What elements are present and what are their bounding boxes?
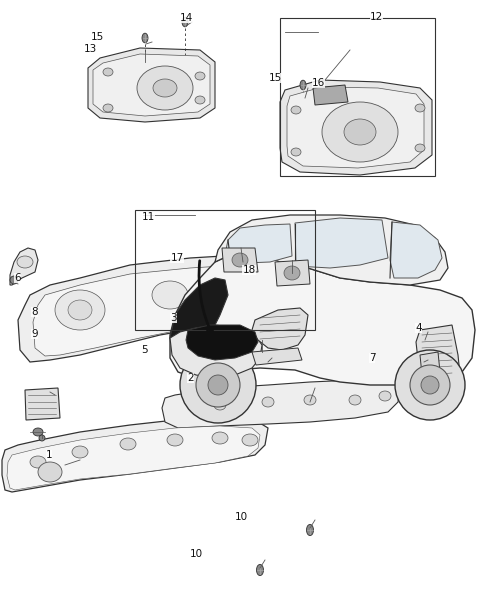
Polygon shape [420, 352, 440, 375]
Text: 12: 12 [370, 12, 383, 22]
Ellipse shape [120, 438, 136, 450]
Ellipse shape [284, 266, 300, 280]
Polygon shape [2, 418, 268, 492]
Polygon shape [162, 380, 400, 428]
Ellipse shape [212, 432, 228, 444]
Ellipse shape [103, 68, 113, 76]
Polygon shape [280, 80, 432, 175]
Text: 1: 1 [46, 450, 52, 459]
Ellipse shape [304, 395, 316, 405]
Text: 7: 7 [369, 353, 375, 363]
Polygon shape [313, 85, 348, 105]
Ellipse shape [232, 253, 248, 267]
Ellipse shape [153, 79, 177, 97]
Polygon shape [222, 248, 258, 272]
Text: 14: 14 [180, 13, 193, 23]
Ellipse shape [240, 270, 270, 294]
Polygon shape [390, 222, 442, 278]
Ellipse shape [17, 256, 33, 268]
Ellipse shape [242, 434, 258, 446]
Ellipse shape [291, 106, 301, 114]
Text: 3: 3 [170, 313, 177, 323]
Ellipse shape [379, 391, 391, 401]
Polygon shape [186, 325, 258, 360]
Polygon shape [170, 252, 475, 385]
Ellipse shape [421, 376, 439, 394]
Ellipse shape [137, 66, 193, 110]
Polygon shape [33, 263, 318, 356]
Ellipse shape [415, 104, 425, 112]
Ellipse shape [38, 462, 62, 482]
Text: 8: 8 [31, 307, 38, 317]
Ellipse shape [344, 119, 376, 145]
Ellipse shape [72, 446, 88, 458]
Text: 18: 18 [242, 265, 256, 275]
Ellipse shape [180, 347, 256, 423]
Ellipse shape [55, 290, 105, 330]
Bar [280, 18, 435, 176]
Ellipse shape [208, 375, 228, 395]
Polygon shape [252, 348, 302, 365]
Polygon shape [25, 388, 60, 420]
Polygon shape [93, 54, 210, 116]
Text: 10: 10 [235, 512, 248, 521]
Text: 10: 10 [190, 549, 203, 559]
Text: 17: 17 [170, 253, 184, 262]
Ellipse shape [291, 148, 301, 156]
Polygon shape [7, 426, 260, 490]
Ellipse shape [196, 363, 240, 407]
Ellipse shape [39, 435, 45, 441]
Text: 6: 6 [14, 273, 21, 283]
Text: 13: 13 [84, 45, 97, 54]
Ellipse shape [195, 96, 205, 104]
Ellipse shape [142, 33, 148, 43]
Ellipse shape [68, 300, 92, 320]
Ellipse shape [300, 80, 306, 90]
Ellipse shape [307, 524, 313, 536]
Polygon shape [287, 87, 424, 168]
Polygon shape [275, 260, 310, 286]
Polygon shape [215, 215, 448, 285]
Ellipse shape [415, 144, 425, 152]
Ellipse shape [167, 434, 183, 446]
Bar [135, 210, 315, 330]
Ellipse shape [256, 565, 264, 576]
Ellipse shape [262, 397, 274, 407]
Polygon shape [295, 218, 388, 268]
Ellipse shape [410, 365, 450, 405]
Text: 9: 9 [31, 329, 38, 339]
Polygon shape [10, 248, 38, 285]
Ellipse shape [195, 72, 205, 80]
Ellipse shape [103, 104, 113, 112]
Polygon shape [225, 224, 292, 263]
Polygon shape [170, 325, 262, 378]
Polygon shape [88, 48, 215, 122]
Text: 5: 5 [142, 346, 148, 355]
Text: 15: 15 [269, 73, 282, 83]
Ellipse shape [214, 400, 226, 410]
Polygon shape [170, 278, 228, 360]
Text: 2: 2 [187, 373, 194, 383]
Polygon shape [416, 325, 460, 380]
Ellipse shape [10, 276, 18, 284]
Ellipse shape [33, 428, 43, 436]
Text: 4: 4 [415, 323, 422, 333]
Ellipse shape [182, 17, 188, 27]
Text: 16: 16 [312, 78, 325, 88]
Polygon shape [18, 252, 330, 362]
Ellipse shape [349, 395, 361, 405]
Ellipse shape [30, 456, 46, 468]
Ellipse shape [395, 350, 465, 420]
Polygon shape [252, 308, 308, 350]
Text: 11: 11 [142, 212, 155, 222]
Ellipse shape [322, 102, 398, 162]
Text: 15: 15 [91, 33, 105, 42]
Ellipse shape [152, 281, 188, 309]
